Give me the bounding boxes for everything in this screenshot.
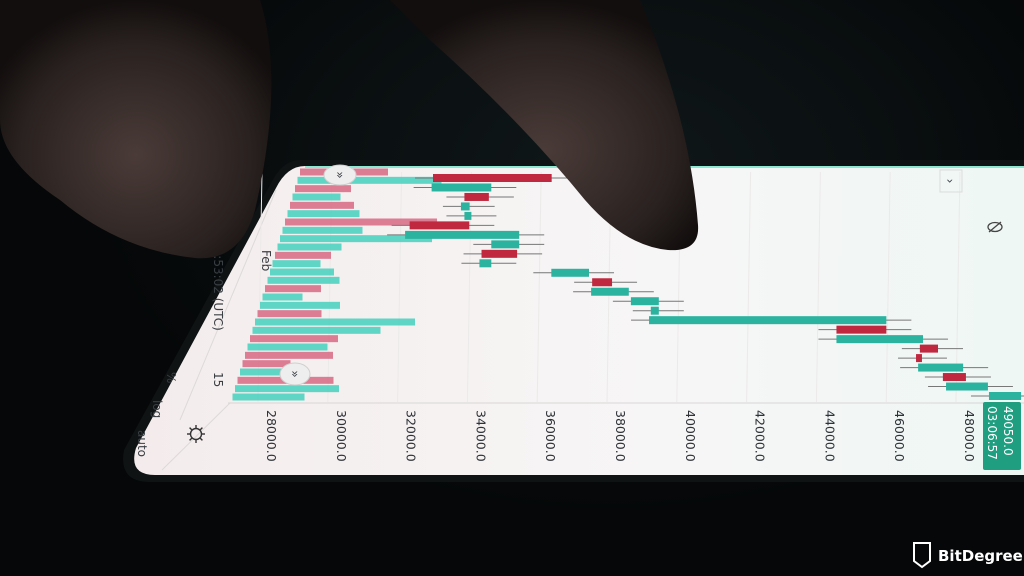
dropdown-button[interactable] bbox=[939, 169, 963, 193]
candle-body bbox=[591, 287, 629, 296]
last-price: 49050.0 bbox=[1001, 406, 1015, 456]
volume-profile bbox=[232, 168, 442, 401]
time-label: 20:53:02 (UTC) bbox=[211, 240, 225, 331]
candle-body bbox=[433, 174, 552, 182]
volume-bar bbox=[287, 210, 360, 218]
candlesticks bbox=[387, 174, 1024, 400]
watermark-text: BitDegree bbox=[938, 547, 1023, 565]
candle-body bbox=[481, 249, 518, 258]
candle-body bbox=[592, 278, 613, 287]
candle-body bbox=[464, 211, 472, 220]
volume-bar bbox=[295, 185, 351, 193]
volume-bar bbox=[270, 268, 334, 276]
price-tick-label: 42000.0 bbox=[753, 410, 768, 462]
candle-body bbox=[464, 192, 489, 201]
volume-bar bbox=[250, 335, 338, 343]
price-tick-label: 28000.0 bbox=[264, 410, 279, 462]
left-panel-divider bbox=[179, 189, 277, 421]
volume-bar bbox=[235, 385, 339, 393]
price-tick-label: 34000.0 bbox=[473, 410, 488, 462]
grid-line bbox=[536, 171, 542, 403]
left-finger bbox=[0, 0, 272, 259]
candle-body bbox=[409, 221, 470, 230]
candle-countdown: 03:06:57 bbox=[985, 406, 999, 460]
volume-bar bbox=[232, 393, 305, 401]
candle-body bbox=[916, 354, 922, 363]
candle-body bbox=[491, 240, 520, 249]
volume-bar bbox=[262, 293, 303, 301]
candle-body bbox=[431, 183, 492, 192]
corner-divider bbox=[161, 402, 231, 471]
chevrons-icon: » bbox=[288, 370, 302, 377]
candle-body bbox=[460, 202, 470, 211]
candle-body bbox=[836, 325, 887, 334]
candle-body bbox=[919, 344, 939, 353]
grid-line bbox=[885, 171, 891, 403]
price-tick-label: 30000.0 bbox=[334, 410, 349, 462]
volume-bar bbox=[280, 235, 432, 243]
price-tick-label: 48000.0 bbox=[962, 410, 977, 462]
volume-bar bbox=[282, 226, 363, 234]
volume-bar bbox=[257, 310, 322, 318]
grid-line bbox=[746, 171, 752, 403]
volume-bar bbox=[255, 318, 415, 326]
volume-bar bbox=[242, 360, 291, 368]
candle-body bbox=[649, 316, 887, 325]
volume-bar bbox=[275, 251, 331, 259]
percent-button[interactable]: % bbox=[164, 372, 178, 383]
candle-body bbox=[942, 373, 966, 382]
eye-off-icon[interactable] bbox=[987, 221, 1003, 233]
collapse-top-button[interactable]: » bbox=[323, 164, 357, 186]
price-tick-label: 46000.0 bbox=[892, 410, 907, 462]
volume-bar bbox=[277, 243, 342, 251]
chevron-down-icon: › bbox=[943, 179, 957, 184]
price-tick-label: 36000.0 bbox=[543, 410, 558, 462]
candle-body bbox=[918, 363, 964, 372]
phone-screen bbox=[134, 166, 1024, 475]
volume-bar bbox=[247, 343, 328, 351]
grid-line bbox=[815, 171, 821, 403]
volume-bar bbox=[265, 285, 321, 293]
volume-bar bbox=[285, 218, 437, 226]
volume-bar bbox=[272, 260, 321, 268]
price-tick-label: 38000.0 bbox=[613, 410, 628, 462]
volume-bar bbox=[290, 201, 354, 209]
month-label: Feb bbox=[259, 250, 273, 271]
settings-gear-icon[interactable] bbox=[187, 425, 205, 443]
volume-bar bbox=[292, 193, 341, 201]
volume-bar bbox=[240, 368, 288, 376]
price-tick-label: 32000.0 bbox=[404, 410, 419, 462]
candle-body bbox=[630, 297, 659, 306]
candle-body bbox=[405, 230, 520, 239]
volume-label: 15 bbox=[211, 372, 225, 387]
chevrons-icon: » bbox=[333, 171, 347, 178]
price-tick-label: 40000.0 bbox=[683, 410, 698, 462]
right-finger bbox=[390, 0, 699, 251]
price-axis: 28000.0 30000.0 32000.0 34000.0 36000.0 38000… bbox=[264, 410, 977, 462]
log-button[interactable]: log bbox=[150, 400, 164, 418]
candle-body bbox=[650, 306, 659, 315]
collapse-volume-button[interactable]: » bbox=[279, 362, 311, 386]
grid-line bbox=[397, 171, 403, 403]
last-price-tag: 49050.0 03:06:57 bbox=[983, 402, 1021, 470]
volume-bar bbox=[260, 301, 340, 309]
volume-bar bbox=[252, 326, 381, 334]
candle-body bbox=[551, 268, 590, 277]
candle-body bbox=[946, 382, 988, 391]
bitdegree-logo: BitDegree bbox=[913, 542, 1023, 569]
candle-body bbox=[988, 392, 1022, 400]
volume-bar bbox=[267, 276, 340, 284]
price-tick-label: 44000.0 bbox=[822, 410, 837, 462]
auto-button[interactable]: auto bbox=[135, 430, 149, 457]
volume-bar bbox=[245, 351, 333, 359]
candle-body bbox=[836, 335, 924, 344]
volume-bar bbox=[297, 176, 442, 184]
grid-line bbox=[466, 171, 472, 403]
candle-body bbox=[479, 259, 492, 268]
